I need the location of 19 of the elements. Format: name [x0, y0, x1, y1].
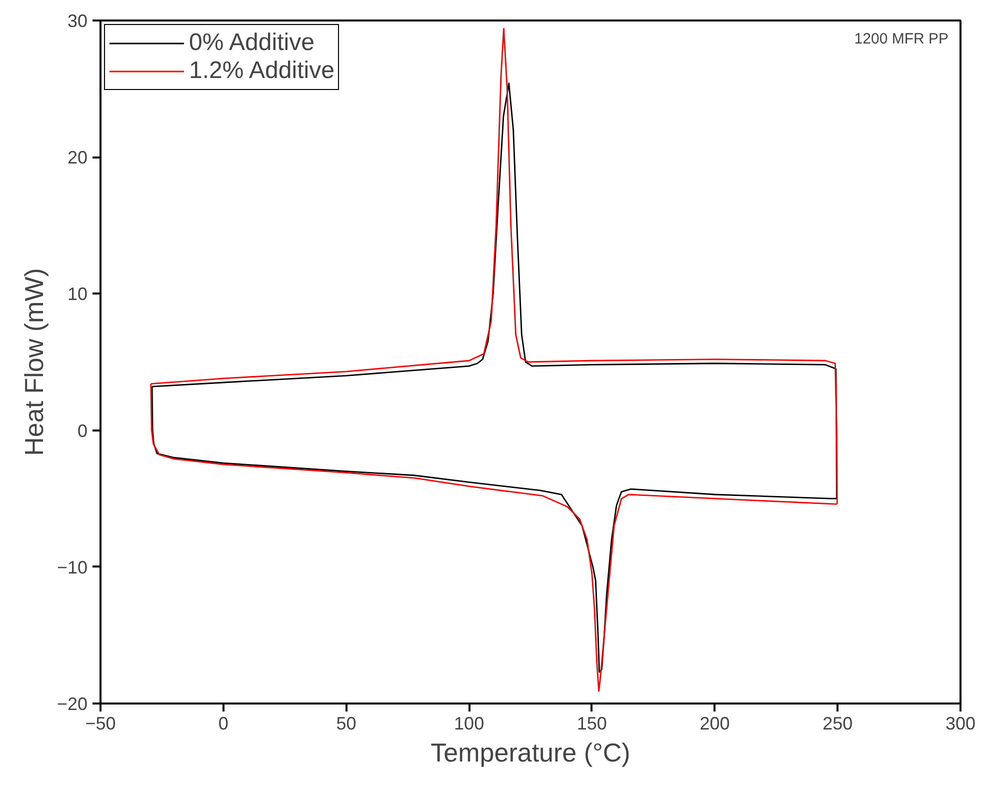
x-axis-title: Temperature (°C): [430, 738, 630, 768]
legend-label: 1.2% Additive: [189, 57, 334, 85]
y-tick-label: 20: [67, 148, 88, 168]
x-tick-label: −50: [85, 714, 116, 734]
x-tick-label: 150: [576, 714, 607, 734]
legend-label: 0% Additive: [189, 29, 314, 57]
y-axis-title: Heat Flow (mW): [18, 268, 49, 456]
x-tick-label: 50: [336, 714, 356, 734]
y-tick-label: −20: [56, 694, 88, 714]
x-tick-label: 250: [822, 714, 853, 734]
y-tick-label: 10: [67, 284, 88, 304]
y-tick-label: 30: [67, 11, 88, 31]
x-tick-label: 300: [945, 714, 976, 734]
annotation: 1200 MFR PP: [854, 30, 949, 48]
y-tick-label: −10: [56, 557, 88, 578]
x-tick-label: 200: [700, 714, 730, 734]
y-tick-label: 0: [77, 420, 88, 441]
x-tick-label: 0: [218, 714, 228, 734]
x-tick-label: 100: [454, 714, 484, 734]
